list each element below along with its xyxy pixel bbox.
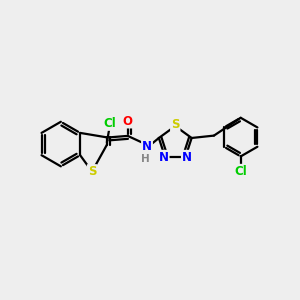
Text: S: S — [171, 118, 179, 131]
Text: N: N — [182, 151, 192, 164]
Text: S: S — [88, 165, 96, 178]
Text: N: N — [142, 140, 152, 153]
Text: O: O — [123, 115, 133, 128]
Text: Cl: Cl — [234, 165, 247, 178]
Text: N: N — [159, 151, 169, 164]
Text: H: H — [141, 154, 150, 164]
Text: Cl: Cl — [103, 117, 116, 130]
